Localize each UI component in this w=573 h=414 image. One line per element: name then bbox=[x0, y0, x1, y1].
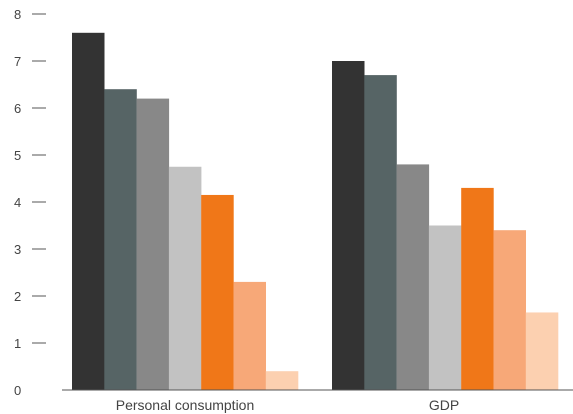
y-tick-label: 3 bbox=[14, 242, 21, 257]
bar-personal-consumption-series-6 bbox=[233, 281, 266, 390]
x-category-label: GDP bbox=[429, 397, 459, 413]
x-category-label: Personal consumption bbox=[116, 397, 255, 413]
bars bbox=[72, 32, 559, 391]
y-tick-label: 8 bbox=[14, 7, 21, 22]
bar-personal-consumption-series-7 bbox=[265, 371, 299, 390]
y-tick-label: 7 bbox=[14, 54, 21, 69]
bar-personal-consumption-series-1 bbox=[72, 32, 105, 391]
bar-gdp-series-3 bbox=[396, 164, 430, 390]
bar-personal-consumption-series-4 bbox=[168, 166, 202, 390]
bar-personal-consumption-series-5 bbox=[201, 194, 234, 390]
y-axis: 0 1 2 3 4 5 6 7 8 bbox=[14, 7, 46, 398]
y-tick-label: 4 bbox=[14, 195, 21, 210]
y-tick-label: 2 bbox=[14, 289, 21, 304]
bar-gdp-series-1 bbox=[332, 61, 365, 390]
y-tick-label: 6 bbox=[14, 101, 21, 116]
bar-personal-consumption-series-2 bbox=[104, 89, 137, 390]
bar-gdp-series-6 bbox=[493, 230, 526, 390]
y-tick-label: 1 bbox=[14, 336, 21, 351]
x-axis: Personal consumption GDP bbox=[116, 397, 459, 413]
bar-personal-consumption-series-3 bbox=[136, 98, 170, 390]
bar-gdp-series-5 bbox=[461, 187, 494, 390]
bar-gdp-series-7 bbox=[525, 312, 559, 390]
bar-gdp-series-2 bbox=[364, 75, 397, 390]
y-tick-label: 5 bbox=[14, 148, 21, 163]
y-tick-label: 0 bbox=[14, 383, 21, 398]
bar-gdp-series-4 bbox=[428, 225, 462, 390]
